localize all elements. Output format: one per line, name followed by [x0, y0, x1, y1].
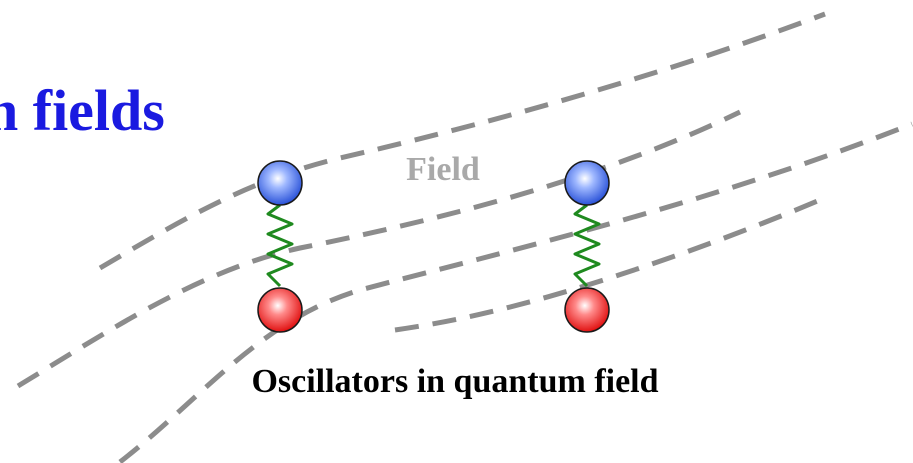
red-ball — [565, 288, 609, 332]
field-line — [18, 112, 740, 386]
spring — [575, 205, 599, 286]
oscillator — [565, 161, 609, 332]
blue-ball — [258, 161, 302, 205]
field-line — [120, 124, 912, 462]
blue-ball — [565, 161, 609, 205]
caption: Oscillators in quantum field — [251, 363, 658, 400]
title: n fields — [0, 78, 165, 143]
diagram: n fields Field Oscillators in quantum fi… — [0, 0, 913, 463]
spring — [268, 205, 292, 286]
red-ball — [258, 288, 302, 332]
field-label: Field — [406, 151, 480, 188]
field-line — [100, 14, 825, 268]
